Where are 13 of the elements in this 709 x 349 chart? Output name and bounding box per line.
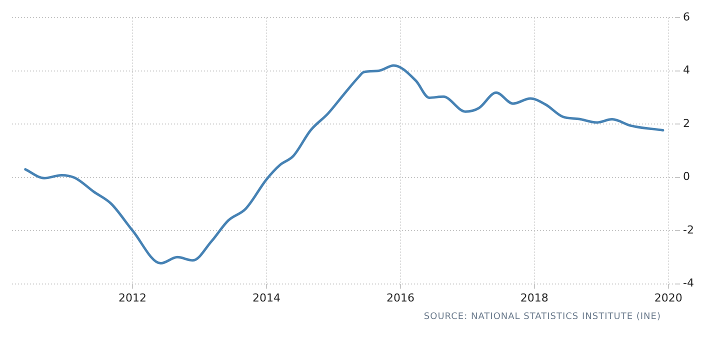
y-tick-label: -2: [683, 223, 694, 236]
y-tick-label: 6: [683, 10, 690, 24]
x-tick-label: 2012: [118, 291, 147, 304]
y-tick-label: 4: [683, 64, 690, 77]
x-tick-label: 2014: [252, 291, 280, 304]
y-tick-label: 2: [683, 116, 690, 130]
source-note: SOURCE: NATIONAL STATISTICS INSTITUTE (INE): [422, 312, 662, 322]
x-tick-label: 2016: [386, 291, 414, 304]
y-tick-label: 0: [683, 170, 690, 184]
line-series: [24, 64, 664, 265]
x-tick-label: 2018: [520, 291, 548, 304]
x-tick-label: 2020: [654, 291, 682, 304]
y-tick-label: -4: [683, 276, 694, 290]
